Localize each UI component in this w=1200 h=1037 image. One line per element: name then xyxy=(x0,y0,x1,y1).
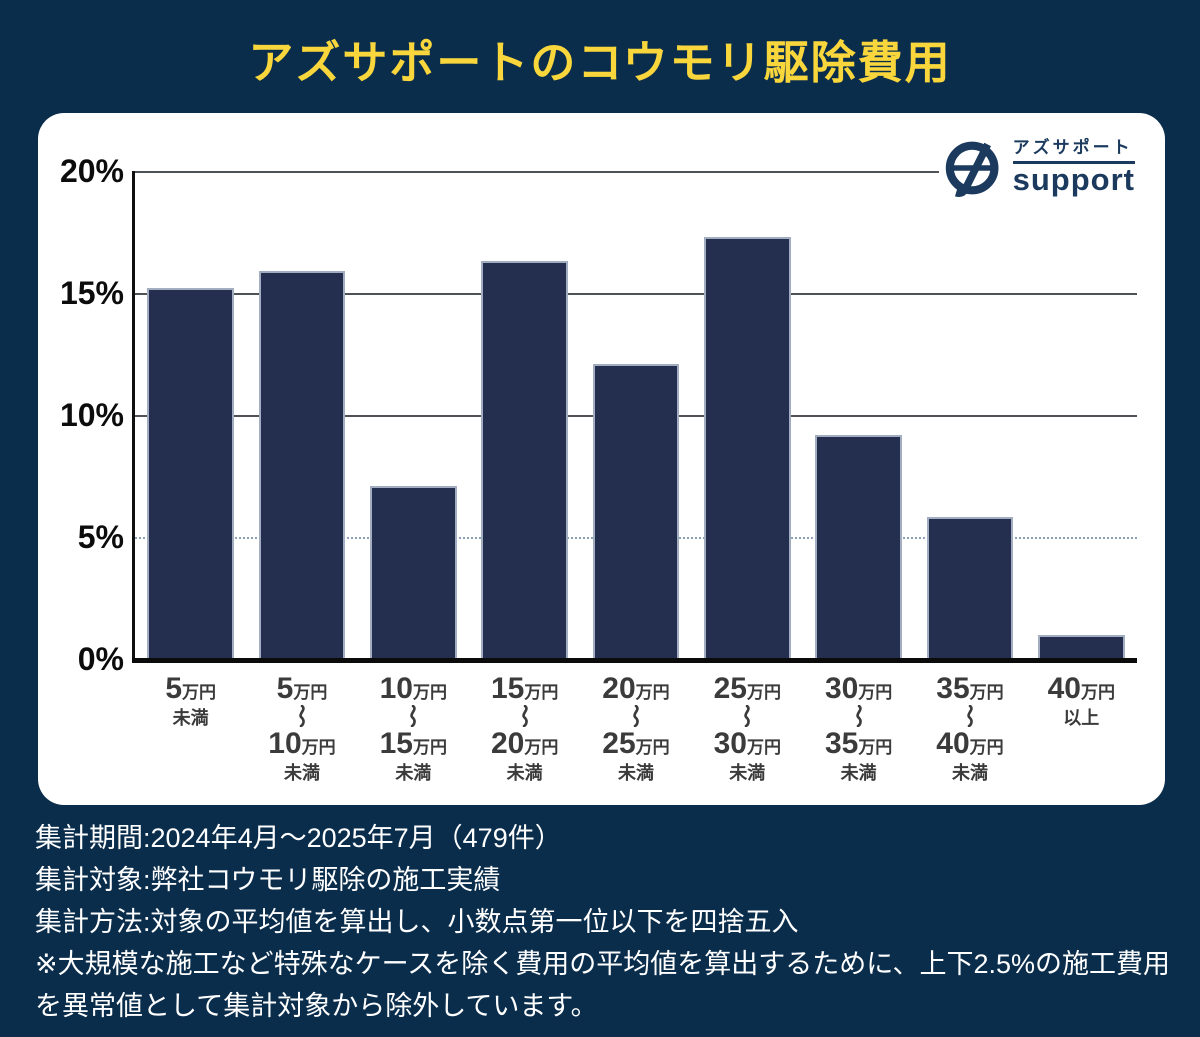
bar-slot xyxy=(246,171,357,659)
note-exclusion: ※大規模な施工など特殊なケースを除く費用の平均値を算出するために、上下2.5%の… xyxy=(35,949,1171,1021)
bar-35万円～40万円未満 xyxy=(926,517,1014,659)
tilde-icon xyxy=(692,704,803,728)
bar-slot xyxy=(914,171,1025,659)
logo-en-label: support xyxy=(1012,162,1135,198)
note-period: 集計期間:2024年4月～2025年7月（479件） xyxy=(35,823,562,853)
y-tick-label: 20% xyxy=(59,153,124,189)
y-tick-label: 0% xyxy=(77,641,124,677)
bar-15万円～20万円未満 xyxy=(481,261,569,659)
bar-5万円～10万円未満 xyxy=(258,271,346,659)
x-category-label: 35万円 40万円 未満 xyxy=(914,672,1025,783)
tilde-icon xyxy=(246,704,357,728)
bar-slot xyxy=(692,171,803,659)
company-logo: アズサポート support xyxy=(938,135,1139,201)
az-monogram-icon xyxy=(945,141,999,197)
bar-slot xyxy=(135,171,246,659)
x-axis-labels: 5万円 未満 5万円 10万円 未満 10万円 15万円 未満 15万円 20万円 未満 20万円 25… xyxy=(135,672,1137,783)
bar-30万円～35万円未満 xyxy=(815,434,903,659)
bar-10万円～15万円未満 xyxy=(369,485,457,659)
bar-slot xyxy=(469,171,580,659)
bar-slot xyxy=(803,171,914,659)
bar-25万円～30万円未満 xyxy=(703,236,791,659)
tilde-icon xyxy=(469,704,580,728)
bar-slot xyxy=(1026,171,1137,659)
x-category-label: 15万円 20万円 未満 xyxy=(469,672,580,783)
gridline-20pct xyxy=(135,171,1137,173)
bar-slot xyxy=(580,171,691,659)
note-method: 集計方法:対象の平均値を算出し、小数点第一位以下を四捨五入 xyxy=(35,907,799,937)
bar-40万円以上 xyxy=(1037,634,1125,659)
tilde-icon xyxy=(580,704,691,728)
x-category-label: 5万円 10万円 未満 xyxy=(246,672,357,783)
x-category-label: 25万円 30万円 未満 xyxy=(692,672,803,783)
x-axis-line xyxy=(132,658,1137,663)
page-title: アズサポートのコウモリ駆除費用 xyxy=(248,37,952,88)
y-axis-line xyxy=(132,171,135,659)
logo-jp-label: アズサポート xyxy=(1012,139,1135,165)
bar-20万円～25万円未満 xyxy=(592,363,680,659)
x-category-label: 40万円 以上 xyxy=(1047,672,1115,728)
y-tick-label: 10% xyxy=(59,397,124,433)
x-category-label: 30万円 35万円 未満 xyxy=(803,672,914,783)
footnotes: 集計期間:2024年4月～2025年7月（479件） 集計対象:弊社コウモリ駆除… xyxy=(35,817,1175,1027)
x-category-label: 10万円 15万円 未満 xyxy=(358,672,469,783)
y-tick-label: 15% xyxy=(59,275,124,311)
note-target: 集計対象:弊社コウモリ駆除の施工実績 xyxy=(35,865,501,895)
bar-5万円未満 xyxy=(147,288,235,659)
gridline-15pct xyxy=(135,293,1137,295)
tilde-icon xyxy=(358,704,469,728)
x-category-label: 20万円 25万円 未満 xyxy=(580,672,691,783)
tilde-icon xyxy=(914,704,1025,728)
plot-area xyxy=(132,171,1137,663)
y-tick-label: 5% xyxy=(77,519,124,555)
x-category-label: 5万円 未満 xyxy=(165,672,216,728)
chart-card: アズサポート support 20% 15% 10% 5% 0% 5万円 未満 5万円 10万… xyxy=(38,113,1165,805)
bars-container xyxy=(135,171,1137,659)
logo-text: アズサポート support xyxy=(1012,139,1135,198)
tilde-icon xyxy=(803,704,914,728)
bar-slot xyxy=(358,171,469,659)
